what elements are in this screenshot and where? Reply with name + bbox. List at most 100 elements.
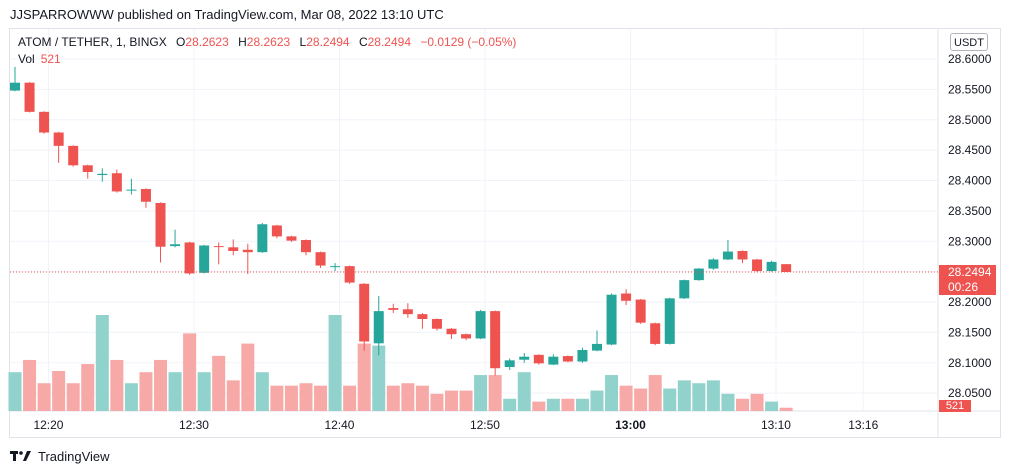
last-price-value: 28.2494: [948, 265, 992, 279]
volume-bar: [314, 385, 328, 411]
high-value: 28.2623: [246, 35, 291, 49]
volume-bar: [270, 385, 284, 411]
candle-body: [373, 311, 384, 344]
volume-bar: [284, 385, 298, 411]
candle-body: [490, 311, 501, 369]
volume-bar: [183, 333, 197, 411]
candle-body: [446, 328, 457, 335]
candle-body: [562, 356, 573, 362]
volume-value: 521: [40, 52, 61, 66]
candle-body: [257, 224, 268, 253]
candle-body: [664, 298, 675, 344]
candle-body: [606, 294, 617, 345]
volume-bar: [575, 398, 589, 411]
volume-bar: [255, 372, 269, 411]
symbol-label[interactable]: ATOM / TETHER, 1, BINGX: [18, 35, 167, 49]
candle-body: [126, 189, 137, 191]
volume-bar: [168, 372, 182, 411]
volume-bar: [765, 401, 779, 411]
candle-body: [24, 82, 35, 112]
volume-bar: [430, 393, 444, 411]
candle-body: [431, 319, 442, 329]
candle-body: [344, 266, 355, 283]
candle-body: [766, 261, 777, 272]
y-tick-label: 28.1500: [948, 325, 992, 339]
volume-bar: [459, 390, 473, 411]
close-label: C: [358, 35, 368, 49]
candle-body: [315, 252, 326, 266]
volume-bar: [37, 383, 51, 411]
volume-bar: [634, 388, 648, 411]
volume-bar: [110, 359, 124, 411]
x-tick-label: 13:10: [761, 418, 791, 432]
close-value: 28.2494: [367, 35, 412, 49]
volume-bar: [415, 385, 429, 411]
last-price-tag: 28.2494 00:26: [939, 265, 996, 295]
volume-bar: [241, 343, 255, 411]
candle-body: [301, 240, 311, 253]
volume-bar: [561, 398, 575, 411]
candle-body: [781, 264, 792, 272]
y-tick-label: 28.6000: [948, 52, 992, 66]
candle-body: [504, 360, 515, 368]
volume-bar: [503, 398, 517, 411]
volume-bar: [372, 345, 386, 411]
candle-body: [242, 249, 253, 253]
volume-bar: [139, 372, 153, 411]
volume-bar: [474, 375, 488, 411]
bar-countdown: 00:26: [948, 280, 979, 294]
x-tick-label: 12:40: [324, 418, 354, 432]
candle-body: [650, 323, 661, 344]
x-tick-label: 13:16: [848, 418, 878, 432]
candle-body: [228, 247, 239, 251]
candle-body: [97, 173, 108, 176]
currency-button[interactable]: USDT: [950, 33, 988, 51]
y-tick-label: 28.2000: [948, 295, 992, 309]
volume-bar: [488, 375, 502, 411]
volume-legend: Vol 521: [18, 52, 61, 66]
volume-bar: [52, 370, 66, 411]
candle-body: [737, 250, 748, 260]
candle-body: [10, 82, 20, 91]
candle-body: [359, 283, 370, 342]
volume-bar: [343, 385, 357, 411]
candle-body: [68, 145, 79, 166]
y-tick-label: 28.3500: [948, 204, 992, 218]
volume-bar: [532, 401, 546, 411]
volume-bar: [212, 355, 226, 411]
x-tick-label: 12:20: [33, 418, 63, 432]
candle-body: [475, 311, 486, 339]
candle-body: [461, 334, 472, 339]
y-tick-label: 28.4500: [948, 143, 992, 157]
volume-bar: [779, 407, 793, 411]
candle-body: [722, 251, 733, 260]
volume-bar: [23, 359, 37, 411]
volume-bar: [706, 380, 720, 411]
volume-bar: [721, 393, 735, 411]
volume-bar: [619, 385, 633, 411]
candle-body: [693, 268, 704, 281]
published-caption: JJSPARROWWW published on TradingView.com…: [10, 7, 444, 22]
candle-body: [679, 280, 690, 299]
volume-bar: [750, 393, 764, 411]
candle-body: [388, 308, 399, 310]
last-volume-tag: 521: [939, 400, 971, 412]
volume-bar: [226, 380, 240, 411]
volume-bar: [299, 383, 313, 411]
open-value: 28.2623: [185, 35, 229, 49]
open-label: O: [176, 35, 186, 49]
volume-bar: [401, 383, 415, 411]
footer-brand[interactable]: TradingView: [10, 449, 110, 464]
candle-body: [213, 246, 224, 248]
x-tick-label: 12:30: [179, 418, 209, 432]
volume-bar: [95, 315, 109, 411]
candle-body: [417, 314, 428, 320]
candle-body: [635, 299, 646, 323]
volume-bar: [692, 383, 706, 411]
candle-body: [286, 236, 297, 241]
chart-frame: [9, 28, 1001, 438]
series-legend: ATOM / TETHER, 1, BINGX O28.2623 H28.262…: [18, 35, 522, 49]
volume-label: Vol: [18, 52, 35, 66]
volume-bar: [154, 359, 167, 411]
